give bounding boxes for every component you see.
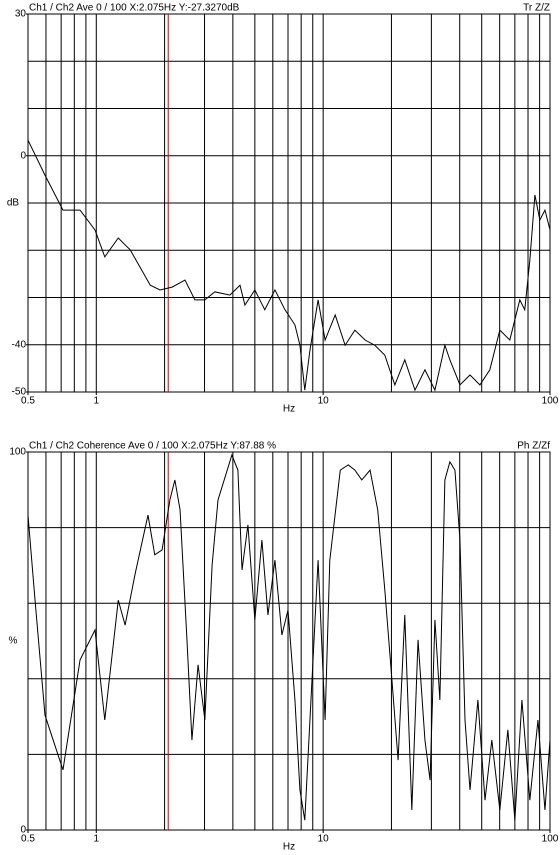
y-tick-label: 0 [20, 150, 26, 161]
panel-mode: Ph Z/Zf [517, 441, 550, 452]
panel-header: Ch1 / Ch2 Coherence Ave 0 / 100 X:2.075H… [29, 441, 276, 452]
y-tick-label: -50 [12, 387, 27, 398]
x-tick-label: 1 [94, 396, 100, 407]
y-axis-label: dB [7, 198, 20, 209]
x-tick-label: 100 [542, 396, 559, 407]
y-axis-label: % [9, 636, 18, 647]
y-tick-label: -40 [12, 339, 27, 350]
panel-header: Ch1 / Ch2 Ave 0 / 100 X:2.075Hz Y:-27.32… [29, 3, 240, 14]
y-tick-label: 100 [9, 447, 26, 458]
x-tick-label: 10 [318, 396, 330, 407]
plot-frame [27, 13, 551, 393]
panel-mode: Tr Z/Z [523, 3, 550, 14]
x-tick-label: 0.5 [21, 834, 35, 845]
x-axis-label: Hz [283, 842, 295, 853]
x-axis-label: Hz [283, 404, 295, 415]
trace-line [27, 453, 551, 821]
x-tick-label: 100 [542, 834, 559, 845]
y-tick-label: 0 [20, 825, 26, 836]
trace-line [27, 139, 551, 392]
y-tick-label: 30 [15, 9, 27, 20]
x-tick-label: 1 [94, 834, 100, 845]
plot-frame [27, 451, 551, 831]
x-tick-label: 10 [318, 834, 330, 845]
x-tick-label: 0.5 [21, 396, 35, 407]
